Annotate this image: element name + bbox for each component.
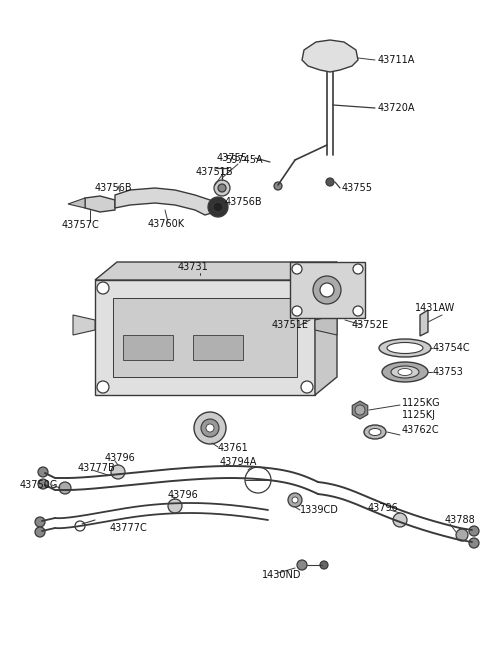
Ellipse shape (364, 425, 386, 439)
Text: 43751E: 43751E (272, 320, 309, 330)
Ellipse shape (398, 369, 412, 375)
Text: 1430ND: 1430ND (262, 570, 301, 580)
Circle shape (288, 493, 302, 507)
Text: 43796: 43796 (105, 453, 136, 463)
Polygon shape (95, 280, 315, 395)
Circle shape (292, 497, 298, 503)
Text: 43756B: 43756B (95, 183, 132, 193)
Circle shape (59, 482, 71, 494)
Circle shape (38, 479, 48, 489)
Circle shape (469, 538, 479, 548)
Ellipse shape (382, 362, 428, 382)
Polygon shape (302, 40, 358, 72)
Polygon shape (290, 262, 365, 318)
Polygon shape (315, 315, 337, 335)
Text: 43794A: 43794A (220, 457, 257, 467)
Polygon shape (85, 196, 115, 212)
Ellipse shape (391, 366, 419, 378)
Polygon shape (115, 188, 218, 215)
Circle shape (201, 419, 219, 437)
Text: 43754C: 43754C (433, 343, 470, 353)
Text: 43731: 43731 (178, 262, 209, 272)
Text: 1431AW: 1431AW (415, 303, 455, 313)
Ellipse shape (369, 428, 381, 436)
Circle shape (38, 467, 48, 477)
Circle shape (326, 178, 334, 186)
Circle shape (292, 306, 302, 316)
Bar (123, 335, 173, 360)
Circle shape (35, 517, 45, 527)
Circle shape (320, 561, 328, 569)
Text: 43756B: 43756B (225, 197, 263, 207)
Circle shape (206, 424, 214, 432)
Polygon shape (68, 198, 85, 208)
Circle shape (353, 306, 363, 316)
Text: 1125KG: 1125KG (402, 398, 441, 408)
Circle shape (274, 182, 282, 190)
Text: 1125KJ: 1125KJ (402, 410, 436, 420)
Text: 43757C: 43757C (62, 220, 100, 230)
Text: 43755: 43755 (342, 183, 373, 193)
Text: 43751B: 43751B (196, 167, 234, 177)
Text: 43762C: 43762C (402, 425, 440, 435)
Text: 43753: 43753 (433, 367, 464, 377)
Polygon shape (73, 315, 95, 335)
Circle shape (111, 465, 125, 479)
Circle shape (208, 197, 228, 217)
Text: 1339CD: 1339CD (300, 505, 339, 515)
Text: 43755: 43755 (217, 153, 248, 163)
Text: 59745A: 59745A (225, 155, 263, 165)
Circle shape (213, 202, 223, 212)
Text: 43750G: 43750G (20, 480, 59, 490)
Ellipse shape (379, 339, 431, 357)
Circle shape (301, 282, 313, 294)
Circle shape (301, 381, 313, 393)
Polygon shape (420, 310, 428, 336)
Text: 43796: 43796 (368, 503, 399, 513)
Polygon shape (352, 401, 368, 419)
Circle shape (97, 282, 109, 294)
Text: 43796: 43796 (168, 490, 199, 500)
Circle shape (393, 513, 407, 527)
Circle shape (292, 264, 302, 274)
Polygon shape (113, 298, 297, 377)
Circle shape (297, 560, 307, 570)
Circle shape (353, 264, 363, 274)
Text: 43777C: 43777C (110, 523, 148, 533)
Text: 43720A: 43720A (378, 103, 416, 113)
Circle shape (320, 283, 334, 297)
Circle shape (355, 405, 365, 415)
Circle shape (456, 529, 468, 541)
Circle shape (218, 184, 226, 192)
Ellipse shape (387, 343, 423, 354)
Text: 43761: 43761 (218, 443, 249, 453)
Text: 43777B: 43777B (78, 463, 116, 473)
Circle shape (469, 526, 479, 536)
Text: 43788: 43788 (445, 515, 476, 525)
Text: 43760K: 43760K (148, 219, 185, 229)
Circle shape (35, 527, 45, 537)
Text: 43711A: 43711A (378, 55, 415, 65)
Bar (193, 335, 243, 360)
Polygon shape (95, 262, 337, 280)
Circle shape (168, 499, 182, 513)
Circle shape (313, 276, 341, 304)
Text: 43752E: 43752E (352, 320, 389, 330)
Circle shape (214, 180, 230, 196)
Circle shape (194, 412, 226, 444)
Polygon shape (315, 262, 337, 395)
Circle shape (97, 381, 109, 393)
